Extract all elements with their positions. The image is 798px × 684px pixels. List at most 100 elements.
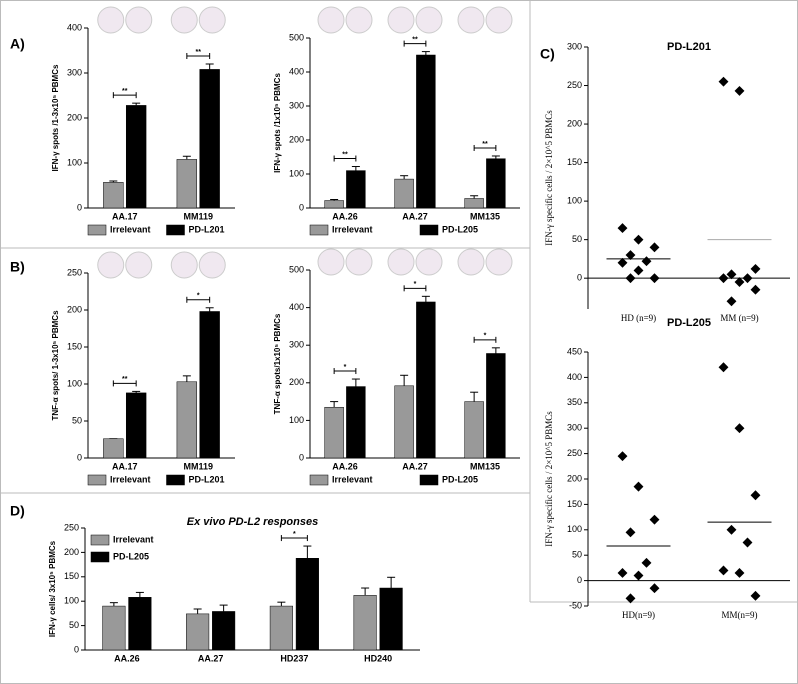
chart-title: PD-L201: [667, 41, 711, 53]
y-tick-label: 450: [567, 346, 582, 356]
y-axis-label: TNF-α spots/ 1-3x10⁵ PBMCs: [51, 310, 60, 421]
data-point: [617, 223, 628, 234]
x-tick-label: MM119: [183, 211, 213, 221]
significance-label: **: [342, 151, 348, 158]
legend-swatch: [419, 474, 439, 486]
y-tick-label: 400: [289, 66, 304, 76]
well-image: [387, 6, 415, 34]
significance-label: **: [412, 36, 418, 43]
bar: [464, 198, 484, 209]
data-point: [750, 284, 761, 295]
bar: [176, 381, 198, 459]
x-tick-label: AA.26: [114, 653, 140, 663]
data-point: [734, 85, 745, 96]
bar: [103, 438, 124, 459]
x-tick-label: HD240: [364, 653, 392, 663]
bar: [176, 159, 198, 209]
well-image: [415, 248, 443, 276]
x-tick-label: HD237: [280, 653, 308, 663]
data-point: [625, 527, 636, 538]
data-point: [718, 565, 729, 576]
panel-label: B): [10, 259, 25, 275]
y-tick-label: 250: [67, 267, 82, 277]
x-tick-label: HD (n=9): [621, 313, 656, 323]
significance-label: *: [197, 293, 200, 300]
data-point: [633, 570, 644, 581]
well-image: [170, 251, 198, 279]
bar: [103, 182, 124, 209]
y-tick-label: 50: [572, 234, 582, 244]
x-tick-label: AA.27: [402, 461, 428, 471]
y-tick-label: 150: [567, 499, 582, 509]
data-point: [617, 451, 628, 462]
y-tick-label: 100: [67, 378, 82, 388]
y-tick-label: 0: [299, 202, 304, 212]
well-image: [97, 251, 125, 279]
y-tick-label: 250: [567, 448, 582, 458]
legend-label: PD-L205: [442, 224, 478, 234]
y-tick-label: 150: [64, 571, 79, 581]
y-tick-label: 0: [577, 575, 582, 585]
y-axis-label: TNF-α spots/1x10⁵ PBMCs: [273, 313, 282, 414]
y-tick-label: 0: [77, 202, 82, 212]
y-tick-label: 50: [72, 415, 82, 425]
bar: [186, 613, 210, 651]
y-tick-label: 150: [67, 341, 82, 351]
y-tick-label: 0: [299, 452, 304, 462]
bar: [324, 200, 344, 209]
significance-label: **: [482, 141, 488, 148]
bar: [125, 105, 147, 209]
significance-label: *: [293, 531, 296, 538]
bar: [394, 178, 414, 209]
data-point: [633, 265, 644, 276]
well-image: [125, 251, 153, 279]
data-point: [726, 269, 737, 280]
y-tick-label: 100: [567, 524, 582, 534]
y-tick-label: 250: [64, 522, 79, 532]
well-image: [485, 6, 513, 34]
x-tick-label: AA.27: [402, 211, 428, 221]
x-tick-label: AA.17: [112, 211, 138, 221]
legend-label: Irrelevant: [110, 224, 151, 234]
legend-label: PD-L205: [442, 474, 478, 484]
bar: [346, 386, 366, 459]
y-tick-label: 100: [289, 415, 304, 425]
significance-label: **: [122, 376, 128, 383]
well-image: [317, 6, 345, 34]
data-point: [750, 263, 761, 274]
y-tick-label: 300: [289, 100, 304, 110]
data-point: [625, 250, 636, 261]
bar: [486, 158, 506, 209]
data-point: [649, 583, 660, 594]
y-tick-label: 0: [77, 452, 82, 462]
bar: [125, 392, 147, 459]
y-tick-label: 200: [567, 473, 582, 483]
legend-swatch: [87, 474, 107, 486]
well-image: [415, 6, 443, 34]
y-tick-label: 200: [289, 134, 304, 144]
y-tick-label: 200: [567, 118, 582, 128]
data-point: [750, 590, 761, 601]
x-tick-label: HD(n=9): [622, 610, 655, 620]
legend-label: PD-L201: [189, 224, 225, 234]
well-image: [125, 6, 153, 34]
data-point: [617, 257, 628, 268]
significance-label: *: [414, 281, 417, 288]
data-point: [718, 76, 729, 87]
y-tick-label: 100: [67, 157, 82, 167]
chart-title: PD-L205: [667, 317, 711, 329]
data-point: [649, 273, 660, 284]
data-point: [625, 593, 636, 604]
y-axis-label: IFN-γ spots /1-3x10⁵ PBMCs: [51, 64, 60, 171]
well-image: [198, 251, 226, 279]
well-image: [170, 6, 198, 34]
significance-label: *: [484, 333, 487, 340]
x-tick-label: MM135: [470, 211, 500, 221]
bar: [464, 401, 484, 459]
bar: [486, 353, 506, 459]
data-point: [742, 273, 753, 284]
bar: [199, 69, 220, 209]
data-point: [726, 524, 737, 535]
legend-swatch: [90, 551, 110, 563]
bar: [199, 311, 220, 459]
